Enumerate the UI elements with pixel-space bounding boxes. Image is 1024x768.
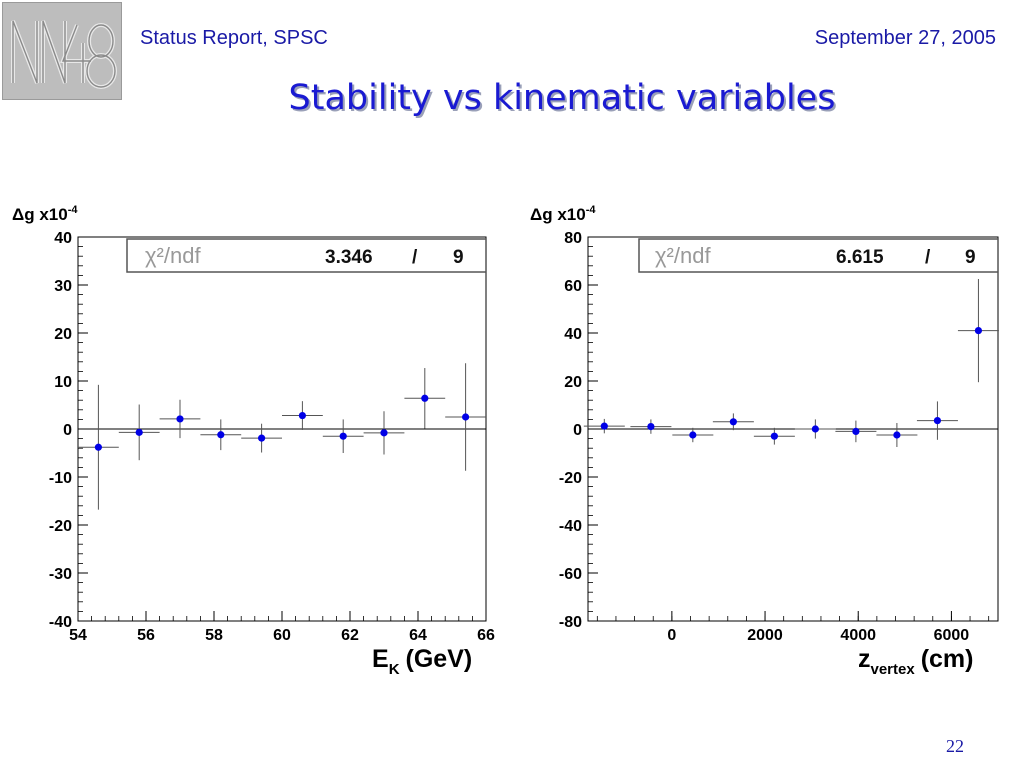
x-tick-label: 54 bbox=[69, 627, 87, 644]
data-marker bbox=[258, 434, 266, 442]
y-tick-label: 80 bbox=[564, 230, 582, 247]
fit-box-sep: / bbox=[925, 247, 931, 268]
x-tick-label: 56 bbox=[137, 627, 155, 644]
data-marker bbox=[339, 432, 347, 440]
data-marker bbox=[893, 431, 901, 439]
data-marker bbox=[729, 418, 737, 426]
y-tick-label: -40 bbox=[49, 614, 72, 631]
chart-energy: Δg x10-4 χ²/ndf 3.346 / 9 40 30 20 10 0 -10 -2… bbox=[12, 204, 495, 678]
x-tick-label: 62 bbox=[341, 627, 359, 644]
fit-box-ndf: 9 bbox=[453, 247, 464, 268]
data-point bbox=[78, 384, 119, 510]
y-tick-label: -10 bbox=[49, 470, 72, 487]
y-tick-label: 40 bbox=[54, 230, 72, 247]
fit-box-chi2: 6.615 bbox=[836, 247, 884, 268]
data-marker bbox=[176, 415, 184, 423]
data-marker bbox=[811, 425, 819, 433]
y-tick-label: -40 bbox=[559, 518, 582, 535]
data-marker bbox=[600, 422, 608, 430]
y-tick-label: 20 bbox=[54, 326, 72, 343]
x-tick-label: 58 bbox=[205, 627, 223, 644]
data-point bbox=[916, 401, 958, 440]
header-left-text: Status Report, SPSC bbox=[140, 27, 328, 49]
y-tick-label: 30 bbox=[54, 278, 72, 295]
y-tick-label: 0 bbox=[63, 422, 72, 439]
data-point bbox=[404, 368, 446, 429]
x-tick-label: 0 bbox=[667, 627, 676, 644]
y-tick-label: -30 bbox=[49, 566, 72, 583]
data-marker bbox=[298, 411, 306, 420]
chart-zvertex: Δg x10-4 χ²/ndf 6.615 / 9 80 60 40 20 0 -20 -4… bbox=[530, 204, 999, 678]
data-marker bbox=[770, 432, 778, 440]
data-point bbox=[118, 404, 160, 461]
data-point bbox=[159, 399, 201, 439]
data-point bbox=[957, 279, 999, 383]
fit-box: χ²/ndf 3.346 / 9 bbox=[126, 238, 487, 273]
data-point bbox=[712, 413, 754, 431]
header-date: September 27, 2005 bbox=[814, 27, 996, 49]
y-tick-label: 20 bbox=[564, 374, 582, 391]
data-marker bbox=[94, 443, 102, 451]
data-point bbox=[363, 411, 405, 455]
page-number: 22 bbox=[946, 736, 964, 756]
x-tick-label: 64 bbox=[409, 627, 427, 644]
data-point bbox=[753, 427, 795, 445]
x-tick-label: 4000 bbox=[840, 627, 876, 644]
fit-box-sep: / bbox=[412, 247, 418, 268]
data-marker bbox=[421, 394, 429, 402]
y-axis-label: Δg x10-4 bbox=[530, 204, 596, 224]
data-point bbox=[322, 419, 364, 453]
data-marker bbox=[647, 423, 655, 431]
data-marker bbox=[380, 429, 388, 437]
y-tick-label: 10 bbox=[54, 374, 72, 391]
data-marker bbox=[852, 427, 860, 435]
data-point bbox=[630, 419, 672, 434]
data-marker bbox=[462, 413, 470, 421]
x-tick-label: 66 bbox=[477, 627, 495, 644]
data-point bbox=[241, 423, 282, 453]
y-tick-label: -20 bbox=[49, 518, 72, 535]
data-point bbox=[200, 419, 242, 451]
data-point bbox=[282, 401, 323, 430]
fit-box: χ²/ndf 6.615 / 9 bbox=[638, 238, 999, 273]
data-point bbox=[583, 418, 625, 434]
data-marker bbox=[974, 327, 983, 335]
data-point bbox=[794, 419, 836, 439]
data-marker bbox=[217, 431, 225, 439]
page-title: Stability vs kinematic variables bbox=[288, 78, 836, 118]
data-point bbox=[445, 363, 486, 471]
x-tick-label: 60 bbox=[273, 627, 291, 644]
y-tick-label: 0 bbox=[573, 422, 582, 439]
y-tick-label: -80 bbox=[559, 614, 582, 631]
data-marker bbox=[933, 417, 942, 425]
y-tick-label: 60 bbox=[564, 278, 582, 295]
x-tick-label: 6000 bbox=[934, 627, 970, 644]
data-point bbox=[835, 420, 877, 443]
data-point bbox=[672, 427, 714, 443]
na48-logo bbox=[2, 2, 122, 100]
logo-graphic bbox=[11, 20, 117, 89]
data-marker bbox=[689, 431, 697, 439]
y-axis-label: Δg x10-4 bbox=[12, 204, 78, 224]
x-axis-label: EK (GeV) bbox=[372, 645, 472, 678]
x-tick-label: 2000 bbox=[747, 627, 783, 644]
data-point bbox=[876, 423, 918, 447]
fit-box-label: χ²/ndf bbox=[145, 243, 201, 268]
y-tick-label: -20 bbox=[559, 470, 582, 487]
fit-box-ndf: 9 bbox=[965, 247, 976, 268]
data-marker bbox=[135, 428, 143, 436]
fit-box-chi2: 3.346 bbox=[325, 247, 373, 268]
y-tick-label: -60 bbox=[559, 566, 582, 583]
y-tick-label: 40 bbox=[564, 326, 582, 343]
x-axis-label: zvertex (cm) bbox=[858, 645, 974, 678]
fit-box-label: χ²/ndf bbox=[655, 243, 711, 268]
